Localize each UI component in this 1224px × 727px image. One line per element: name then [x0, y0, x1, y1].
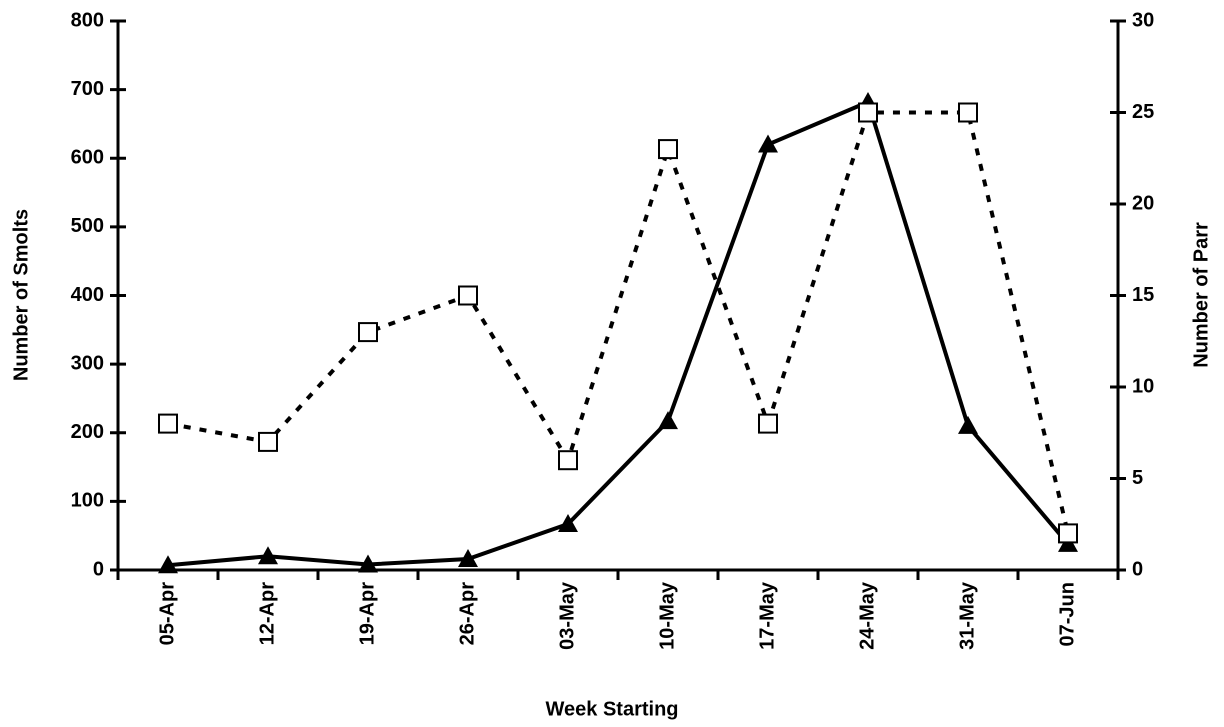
y2-tick-label: 5	[1132, 467, 1143, 489]
x-tick-label: 10-May	[656, 581, 678, 650]
marker	[458, 549, 478, 568]
x-axis-label: Week Starting	[546, 698, 679, 720]
x-tick-label: 19-Apr	[356, 582, 378, 646]
x-tick-label: 07-Jun	[1056, 582, 1078, 646]
y-tick-label: 100	[71, 490, 104, 512]
marker	[1058, 523, 1078, 544]
marker	[658, 139, 678, 160]
marker	[958, 102, 978, 123]
y-axis-label: Number of Smolts	[10, 209, 32, 381]
y2-tick-label: 10	[1132, 375, 1154, 397]
marker	[158, 413, 178, 434]
marker	[858, 102, 878, 123]
y-tick-label: 0	[93, 558, 104, 580]
y2-tick-label: 30	[1132, 9, 1154, 31]
marker	[258, 546, 278, 565]
marker	[558, 514, 578, 533]
x-tick-label: 03-May	[556, 581, 578, 650]
y-tick-label: 400	[71, 284, 104, 306]
y2-axis-label: Number of Parr	[1190, 222, 1212, 368]
marker	[658, 411, 678, 430]
y-tick-label: 700	[71, 78, 104, 100]
series-line	[167, 99, 1070, 568]
y-tick-label: 500	[71, 215, 104, 237]
y2-tick-label: 15	[1132, 284, 1154, 306]
y-tick-label: 800	[71, 9, 104, 31]
y2-tick-label: 0	[1132, 558, 1143, 580]
marker	[558, 450, 578, 471]
y-tick-label: 200	[71, 421, 104, 443]
marker	[358, 322, 378, 343]
x-tick-label: 31-May	[956, 581, 978, 650]
y-tick-label: 600	[71, 147, 104, 169]
y-tick-label: 300	[71, 352, 104, 374]
marker	[758, 413, 778, 434]
x-tick-label: 12-Apr	[256, 582, 278, 646]
marker	[758, 134, 778, 153]
x-tick-label: 17-May	[756, 581, 778, 650]
marker	[458, 285, 478, 306]
x-tick-label: 05-Apr	[156, 582, 178, 646]
marker	[258, 431, 278, 452]
marker	[958, 415, 978, 434]
marker	[158, 555, 178, 574]
y2-tick-label: 25	[1132, 101, 1154, 123]
marker	[358, 554, 378, 573]
y2-tick-label: 20	[1132, 192, 1154, 214]
x-tick-label: 24-May	[856, 581, 878, 650]
x-tick-label: 26-Apr	[456, 582, 478, 646]
